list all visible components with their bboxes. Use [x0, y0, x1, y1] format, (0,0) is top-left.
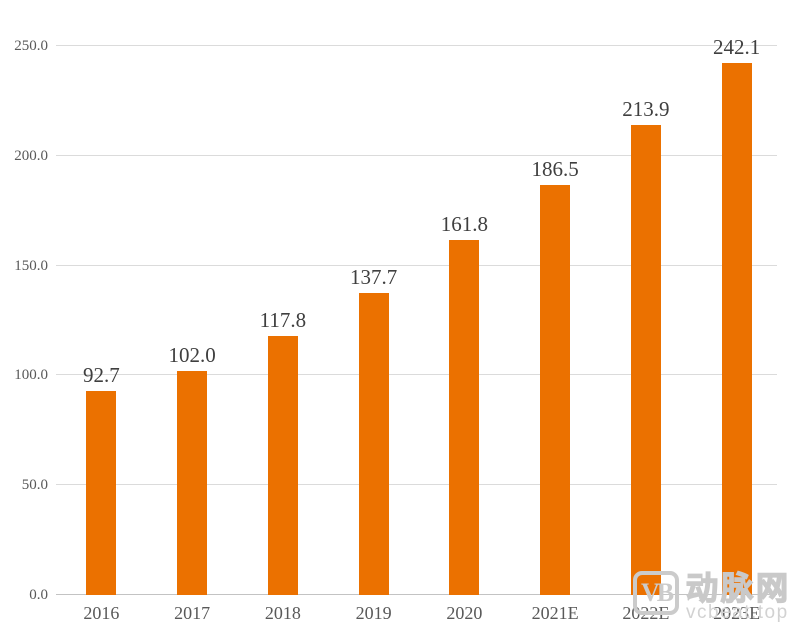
gridline-100	[56, 374, 777, 376]
gridline-200	[56, 154, 777, 156]
value-label: 161.8	[440, 211, 488, 236]
y-axis: 0.0 50.0 100.0 150.0 200.0 250.0	[0, 38, 48, 603]
bar-2017	[177, 371, 208, 595]
gridline-150	[56, 264, 777, 266]
bar-group-2021E: 186.5 2021E	[510, 46, 601, 622]
watermark-text-block: 动脉网 vcbeat.top	[685, 570, 792, 623]
y-tick-label: 50.0	[21, 477, 48, 494]
x-tick-label: 2018	[264, 603, 301, 623]
x-tick-label: 2021E	[531, 603, 579, 623]
bar-2022E	[630, 125, 661, 595]
vb-logo-icon: VB	[633, 571, 679, 615]
bar-group-2020: 161.8 2020	[419, 46, 510, 622]
y-tick-label: 0.0	[29, 587, 48, 603]
bar-2023E	[721, 63, 752, 595]
bar-2021E	[540, 185, 571, 595]
plot-area: 92.7 2016 102.0 2017 117.8 2018 137.7 2019 161.8…	[56, 36, 782, 622]
bar-2020	[449, 239, 480, 595]
gridline-250	[56, 45, 777, 46]
y-tick-label: 100.0	[14, 367, 48, 384]
bar-group-2023E: 242.1 2023E	[691, 36, 782, 622]
value-label: 117.8	[259, 308, 307, 333]
value-label: 92.7	[83, 363, 120, 388]
x-tick-label: 2019	[355, 603, 392, 623]
value-label: 242.1	[713, 35, 761, 60]
value-label: 213.9	[622, 97, 670, 122]
gridline-50	[56, 484, 777, 486]
bar-group-2016: 92.7 2016	[56, 46, 147, 622]
x-tick-label: 2016	[83, 603, 120, 623]
y-tick-label: 250.0	[14, 38, 48, 54]
bar-group-2017: 102.0 2017	[147, 46, 238, 622]
y-tick-label: 150.0	[14, 257, 48, 274]
x-axis-line	[56, 594, 777, 595]
bar-2016	[86, 391, 117, 595]
bar-2018	[267, 336, 298, 595]
watermark: VB 动脉网 vcbeat.top	[633, 570, 792, 623]
watermark-url-text: vcbeat.top	[686, 602, 789, 623]
bar-group-2019: 137.7 2019	[328, 46, 419, 622]
bar-2019	[358, 292, 389, 595]
vb-logo-text: VB	[640, 578, 674, 607]
x-tick-label: 2023E	[713, 603, 761, 623]
x-tick-label: 2017	[174, 603, 211, 623]
value-label: 102.0	[168, 343, 216, 368]
bar-group-2022E: 213.9 2022E	[601, 46, 692, 622]
watermark-brand-text: 动脉网	[685, 570, 792, 606]
x-tick-label: 2020	[446, 603, 483, 623]
bar-group-2018: 117.8 2018	[238, 46, 329, 622]
value-label: 137.7	[350, 264, 398, 289]
value-label: 186.5	[531, 157, 579, 182]
y-tick-label: 200.0	[14, 147, 48, 164]
